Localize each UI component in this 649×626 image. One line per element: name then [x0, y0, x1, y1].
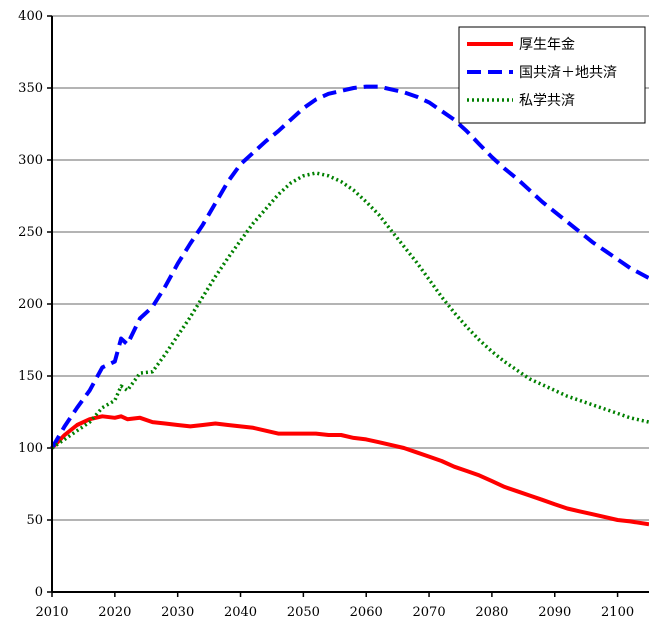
x-tick-label: 2070: [413, 605, 446, 620]
x-tick-label: 2060: [350, 605, 383, 620]
y-tick-label: 150: [18, 369, 43, 384]
x-tick-label: 2090: [538, 605, 571, 620]
y-tick-label: 300: [18, 153, 43, 168]
x-axis-ticks: 2010 2020 2030 2040 2050 2060 2070 2080 2090 2100: [35, 592, 634, 620]
legend-label-1: 厚生年金: [519, 37, 575, 53]
series-line-1: [50, 414, 649, 527]
y-tick-label: 250: [18, 225, 43, 240]
y-tick-label: 100: [18, 441, 43, 456]
series-lines: [50, 84, 649, 527]
x-tick-label: 2020: [98, 605, 131, 620]
x-tick-label: 2100: [601, 605, 634, 620]
y-tick-label: 50: [26, 513, 43, 528]
y-tick-label: 0: [35, 585, 43, 600]
y-axis-ticks: 0 50 100 150 200 250 300 350 400: [18, 9, 52, 600]
series-line-2: [50, 84, 649, 450]
y-tick-label: 350: [18, 81, 43, 96]
y-tick-label: 400: [18, 9, 43, 24]
series-line-3: [51, 171, 649, 450]
x-tick-label: 2030: [161, 605, 194, 620]
x-tick-label: 2010: [35, 605, 68, 620]
y-tick-label: 200: [18, 297, 43, 312]
x-tick-label: 2050: [287, 605, 320, 620]
grid-lines: [52, 15, 649, 521]
legend-label-3: 私学共済: [519, 93, 575, 109]
x-tick-label: 2040: [224, 605, 257, 620]
x-tick-label: 2080: [475, 605, 508, 620]
legend-label-2: 国共済＋地共済: [519, 65, 617, 81]
